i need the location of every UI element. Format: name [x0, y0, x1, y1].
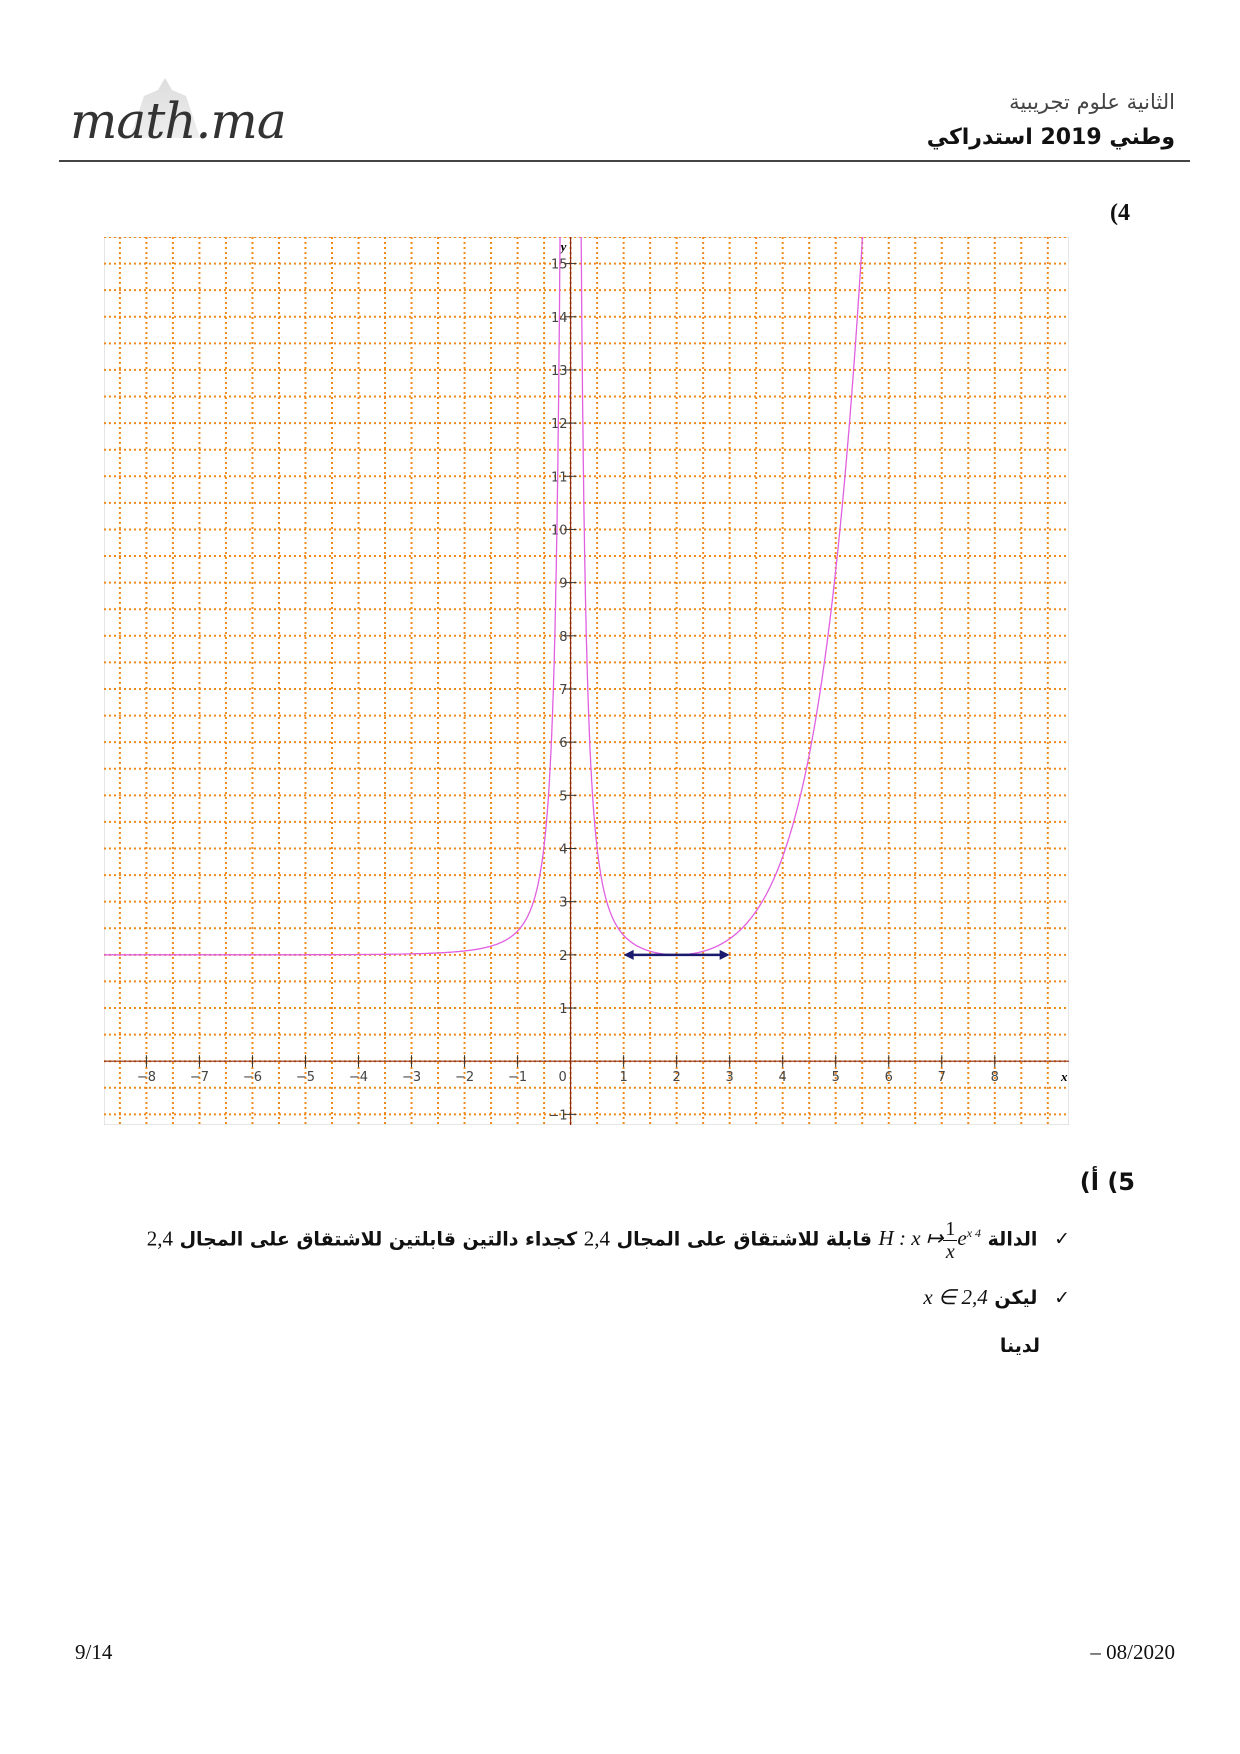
- x-tick-label: −8: [137, 1070, 156, 1085]
- text: ليكن: [994, 1287, 1038, 1309]
- y-axis-label: y: [559, 239, 567, 254]
- logo: math.ma: [70, 92, 287, 150]
- x-tick-label: −7: [190, 1070, 209, 1085]
- x-tick-label: 3: [726, 1070, 734, 1085]
- arrow-left-icon: [623, 949, 634, 960]
- y-tick-label: 2: [559, 949, 567, 964]
- x-tick-label: −1: [508, 1070, 527, 1085]
- x-tick-label: 4: [779, 1070, 787, 1085]
- y-tick-label: 4: [559, 842, 567, 857]
- text: قابلة للاشتقاق على المجال: [616, 1228, 872, 1251]
- question-5-label: 5) أ): [1079, 1168, 1135, 1196]
- x-tick-label: 6: [885, 1070, 893, 1085]
- y-tick-label: 11: [551, 470, 568, 485]
- curve-right-branch: [580, 237, 864, 956]
- y-tick-label: 10: [551, 523, 568, 538]
- y-tick-label: 3: [559, 896, 567, 911]
- y-tick-label: 5: [559, 789, 567, 804]
- statement-line-1: ✓ الدالة H : x ↦ 1 x ex 4 قابلة للاشتقاق عل…: [147, 1218, 1070, 1263]
- x-tick-label: 5: [832, 1070, 840, 1085]
- question-4-label: (4: [1110, 200, 1130, 226]
- y-tick-label: 1: [559, 1002, 567, 1017]
- x-tick-label: 1: [619, 1070, 627, 1085]
- footer-date: – 08/2020: [1090, 1640, 1175, 1664]
- y-tick-label: 7: [559, 683, 567, 698]
- interval: 2,4: [146, 1226, 173, 1251]
- x-axis-label: x: [1060, 1069, 1068, 1084]
- check-icon: ✓: [1054, 1287, 1070, 1309]
- x-tick-label: −2: [455, 1070, 474, 1085]
- y-tick-label: −1: [548, 1108, 567, 1123]
- page-number: 9/14: [75, 1640, 113, 1664]
- statement-line-3: لدينا: [999, 1335, 1040, 1357]
- x-tick-label: −6: [243, 1070, 262, 1085]
- check-icon: ✓: [1054, 1228, 1070, 1251]
- x-tick-label: 7: [938, 1070, 946, 1085]
- text: كجداء دالتين قابلتين للاشتقاق على المجال: [179, 1228, 578, 1251]
- y-tick-label: 9: [559, 577, 567, 592]
- header-exam: وطني 2019 استدراكي: [926, 125, 1175, 150]
- statement-line-2: ✓ ليكن x ∈ 2,4: [923, 1285, 1070, 1310]
- header-divider: [59, 160, 1190, 162]
- x-tick-label: −5: [296, 1070, 315, 1085]
- interval: 2,4: [583, 1226, 610, 1251]
- x-tick-label: 8: [991, 1070, 999, 1085]
- x-tick-label: −3: [402, 1070, 421, 1085]
- function-graph: xy−8 −7 −6 −5 −4 −3 −2 −1 0 1 2 3 4 5 6 7 8−112345678910…: [104, 237, 1069, 1125]
- x-tick-label: 2: [672, 1070, 680, 1085]
- y-tick-label: 12: [551, 417, 568, 432]
- math-expression: x ∈ 2,4: [923, 1285, 988, 1309]
- y-tick-label: 8: [559, 630, 567, 645]
- y-tick-label: 6: [559, 736, 567, 751]
- math-expression: H : x ↦ 1 x ex 4: [878, 1218, 982, 1263]
- text: الدالة: [987, 1228, 1038, 1251]
- x-tick-label: 0: [558, 1070, 566, 1085]
- curve-left-branch: [104, 237, 561, 956]
- x-tick-label: −4: [349, 1070, 368, 1085]
- arrow-right-icon: [719, 949, 730, 960]
- header-level: الثانية علوم تجريبية: [1009, 90, 1175, 114]
